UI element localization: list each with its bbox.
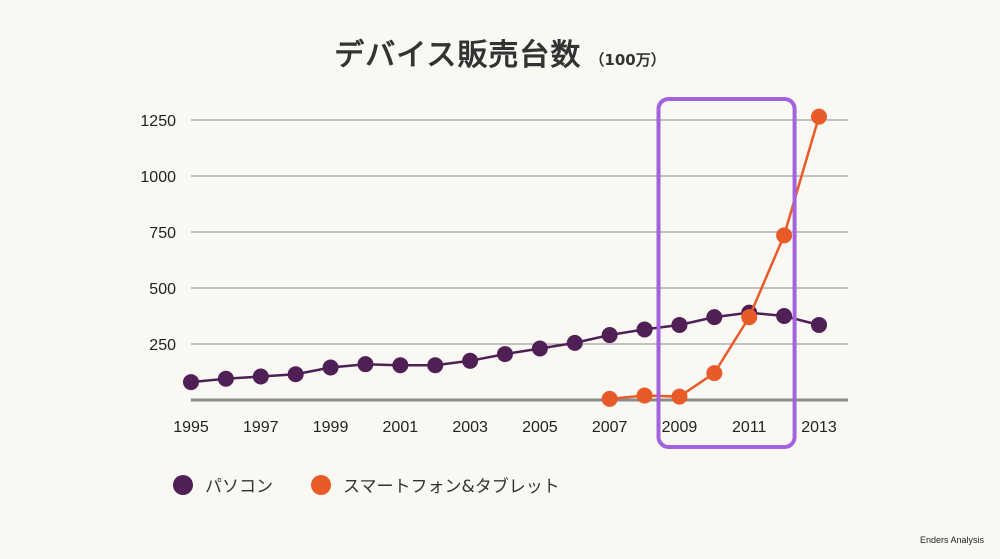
data-point-mobile-2009 [671, 388, 688, 405]
data-point-mobile-2010 [706, 365, 723, 382]
data-point-pc-2004 [497, 346, 513, 363]
x-tick-label: 2001 [383, 419, 419, 436]
data-point-pc-1996 [217, 370, 234, 387]
x-tick-label: 1995 [173, 419, 209, 436]
data-point-mobile-2007 [601, 390, 618, 407]
series-line-mobile [609, 116, 821, 401]
data-point-pc-2005 [531, 340, 548, 357]
data-point-pc-2009 [671, 316, 688, 333]
data-point-pc-2001 [392, 357, 409, 374]
chart-title-row: デバイス販売台数 （100万） [0, 30, 1000, 74]
x-tick-label: 2011 [732, 419, 767, 436]
y-tick-label: 750 [149, 225, 176, 242]
data-point-pc-2007 [601, 327, 618, 344]
highlight-box [656, 97, 797, 449]
data-point-pc-2013 [811, 316, 827, 333]
source-credit: Enders Analysis [919, 535, 984, 545]
x-tick-label: 2005 [522, 419, 558, 436]
x-tick-label: 2007 [592, 419, 628, 436]
data-point-mobile-2012 [776, 227, 793, 244]
data-point-mobile-2011 [741, 309, 758, 326]
legend-marker-pc [173, 474, 193, 495]
legend-item-pc: パソコン [173, 472, 273, 497]
legend-item-mobile: スマートフォン&タブレット [311, 472, 560, 497]
x-tick-label: 2009 [662, 419, 698, 436]
data-point-pc-2000 [357, 356, 374, 373]
x-tick-label: 1997 [243, 419, 279, 436]
data-point-pc-2008 [636, 321, 653, 338]
data-point-pc-1997 [252, 368, 269, 385]
data-point-mobile-2013 [811, 108, 827, 125]
legend-marker-mobile [311, 474, 331, 495]
x-tick-label: 2003 [452, 419, 488, 436]
chart-subtitle: （100万） [589, 51, 666, 69]
data-point-mobile-2008 [636, 387, 653, 404]
x-tick-label: 2013 [801, 419, 837, 436]
y-tick-label: 500 [149, 281, 176, 298]
data-point-pc-2003 [462, 352, 479, 369]
chart-title: デバイス販売台数 [334, 38, 582, 73]
data-point-pc-1995 [183, 374, 199, 391]
y-tick-label: 250 [149, 337, 176, 354]
data-point-pc-2002 [427, 357, 444, 374]
data-point-pc-1999 [322, 359, 339, 376]
legend-label-pc: パソコン [205, 477, 273, 497]
legend: パソコン スマートフォン&タブレット [173, 472, 598, 497]
y-tick-label: 1250 [140, 113, 176, 130]
legend-label-mobile: スマートフォン&タブレット [343, 477, 560, 497]
data-point-pc-1998 [287, 366, 304, 383]
y-tick-label: 1000 [140, 169, 176, 186]
x-tick-label: 1999 [313, 419, 349, 436]
data-point-pc-2010 [706, 309, 723, 326]
data-point-pc-2006 [566, 334, 583, 351]
data-point-pc-2012 [776, 308, 793, 324]
